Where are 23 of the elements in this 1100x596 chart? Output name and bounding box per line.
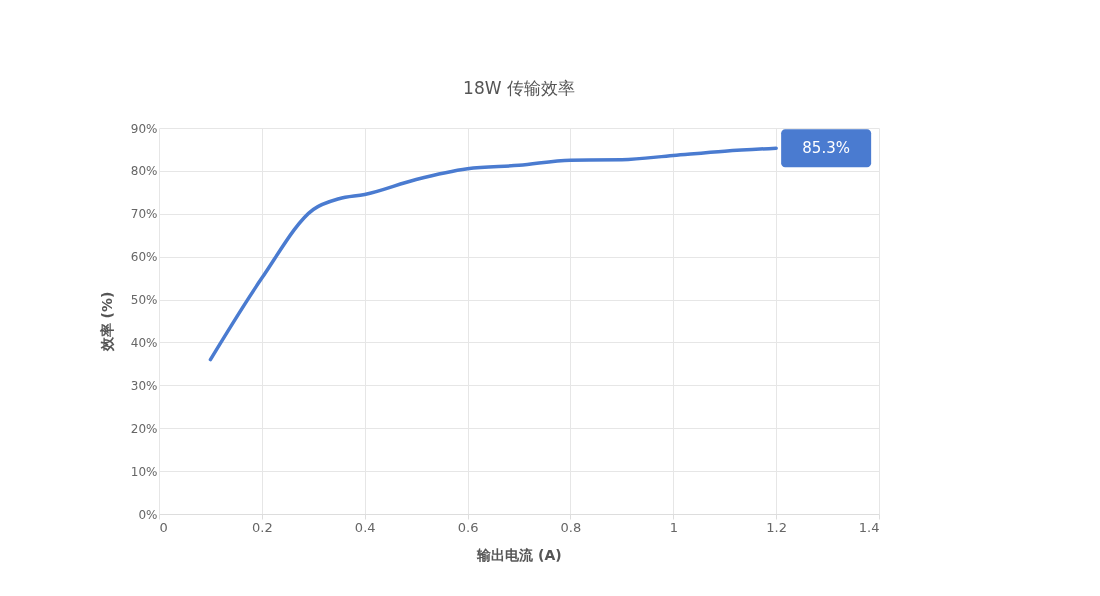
line-series [208, 146, 778, 362]
y-tick-label: 50% [130, 293, 158, 308]
x-tick-label: 1.4 [858, 519, 880, 535]
y-tick-label: 20% [130, 421, 158, 436]
y-tick-label: 40% [130, 335, 158, 350]
y-tick-label: 0% [138, 507, 158, 522]
x-tick-label: 0.6 [457, 519, 479, 535]
x-tick-label: 1 [669, 519, 678, 535]
y-tick-label: 80% [130, 164, 158, 179]
x-tick-label: 1.2 [766, 519, 787, 535]
y-tick-label: 60% [130, 250, 158, 265]
y-tick-label: 30% [130, 378, 158, 393]
y-tick-label: 10% [130, 464, 158, 479]
x-tick-label: 0.8 [560, 519, 582, 535]
chart-title: 18W 传输效率 [463, 78, 575, 98]
x-axis-title: 输出电流 (A) [476, 546, 562, 563]
y-tick-label: 70% [130, 207, 158, 222]
x-tick-label: 0.4 [354, 519, 376, 535]
x-tick-label: 0.2 [252, 519, 273, 535]
y-axis-title: 效率 (%) [98, 291, 115, 353]
x-tick-label: 0 [159, 519, 168, 535]
data-label: 85.3% [802, 139, 850, 158]
y-tick-label: 90% [130, 121, 158, 136]
